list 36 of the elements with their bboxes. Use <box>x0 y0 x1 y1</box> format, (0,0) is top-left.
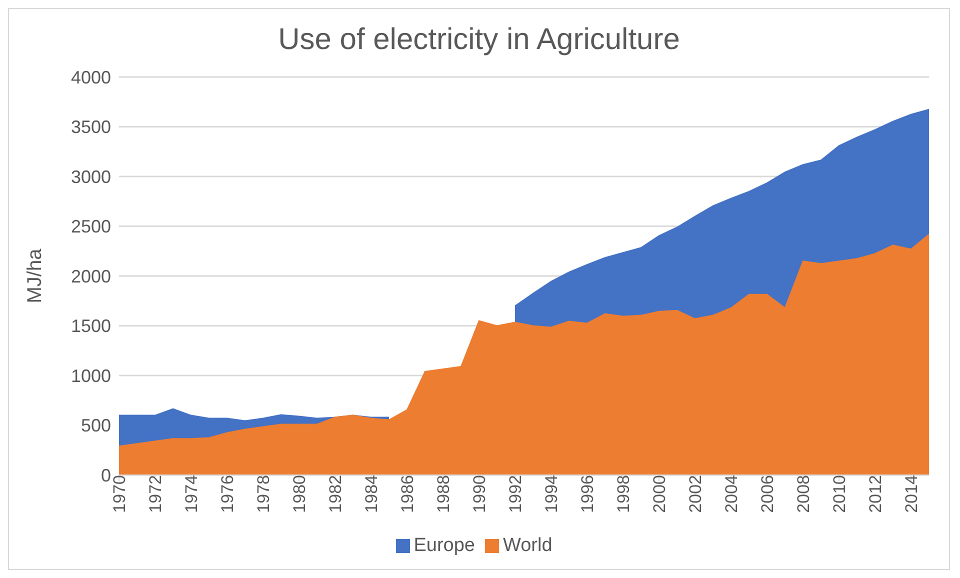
y-tick-label: 3500 <box>70 117 111 138</box>
x-tick-label: 1992 <box>506 475 526 513</box>
chart-title: Use of electricity in Agriculture <box>277 22 681 58</box>
y-tick-label: 3000 <box>70 166 111 187</box>
x-tick-label: 1976 <box>218 475 238 513</box>
x-tick-label: 1982 <box>326 475 346 513</box>
x-tick-label: 1970 <box>110 475 130 513</box>
x-tick-label: 1974 <box>182 475 202 513</box>
x-tick-label: 2000 <box>650 475 670 513</box>
legend-label: World <box>503 535 552 556</box>
x-tick-label: 2014 <box>902 475 922 513</box>
x-tick-label: 1972 <box>146 475 166 513</box>
y-axis-title: MJ/ha <box>24 248 46 304</box>
y-tick-label: 1000 <box>70 366 111 386</box>
x-tick-label: 1988 <box>434 475 454 513</box>
y-tick-label: 2000 <box>70 266 111 286</box>
y-tick-label: 4000 <box>70 67 111 88</box>
x-tick-label: 1990 <box>470 475 490 513</box>
x-tick-label: 2002 <box>686 475 706 513</box>
x-tick-label: 1998 <box>614 475 634 513</box>
y-tick-label: 2500 <box>70 216 111 237</box>
y-tick-label: 0 <box>100 465 111 486</box>
y-tick-label: 1500 <box>70 316 111 336</box>
x-tick-label: 1986 <box>398 475 418 513</box>
x-tick-label: 2004 <box>722 475 742 513</box>
x-tick-label: 1980 <box>290 475 310 513</box>
x-tick-label: 2012 <box>866 475 886 513</box>
x-tick-label: 2010 <box>830 475 850 513</box>
x-tick-label: 1978 <box>254 475 274 513</box>
x-tick-label: 1996 <box>578 475 598 513</box>
x-tick-label: 2006 <box>758 475 778 513</box>
y-tick-label: 500 <box>80 416 111 436</box>
legend-label: Europe <box>414 535 475 556</box>
x-tick-label: 2008 <box>794 475 814 513</box>
x-tick-label: 1994 <box>542 475 562 513</box>
x-tick-label: 1984 <box>362 475 382 513</box>
